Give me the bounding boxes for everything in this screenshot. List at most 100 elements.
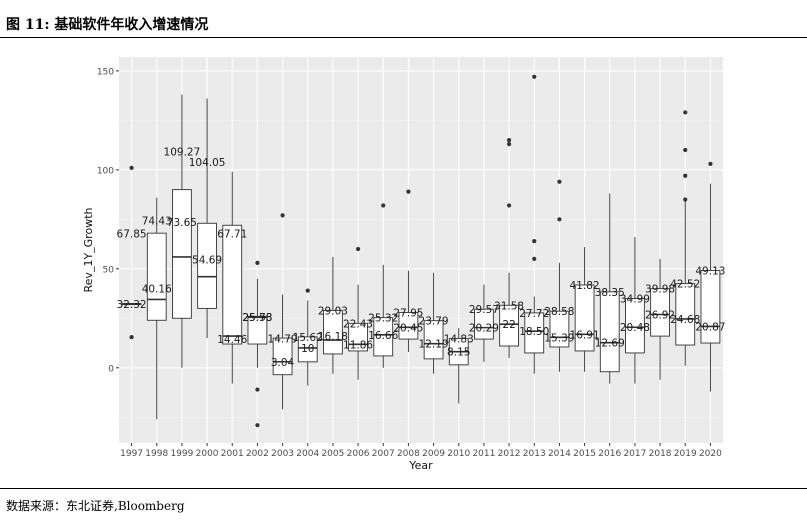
x-tick-label: 2002 — [246, 449, 269, 459]
x-tick-label: 2014 — [548, 449, 571, 459]
x-axis-label: Year — [408, 459, 433, 472]
box-2012 — [499, 138, 519, 358]
box-2013 — [524, 74, 545, 374]
data-label: 67.85 — [117, 228, 147, 240]
box-2015 — [574, 247, 595, 372]
x-tick-label: 2001 — [221, 449, 244, 459]
data-label: 12.19 — [419, 339, 449, 351]
plot-panel — [119, 57, 723, 443]
x-tick-label: 2016 — [598, 449, 621, 459]
x-tick-label: 2003 — [271, 449, 294, 459]
data-label: 27.72 — [519, 308, 549, 320]
box-2006 — [348, 246, 368, 380]
x-tick-label: 2009 — [422, 449, 445, 459]
data-label: 20.29 — [469, 323, 499, 335]
data-labels: 67.85 32.32 74.43 40.16 109.27 73.65 104.05 54.… — [117, 146, 726, 368]
x-tick-label: 2000 — [196, 449, 219, 459]
data-label: 14.46 — [217, 334, 247, 346]
x-axis: 1997 1998 1999 2000 2001 2002 2003 2004 2005 2006… — [120, 443, 722, 459]
data-label: 20.45 — [393, 322, 423, 334]
data-label: 14.79 — [268, 334, 298, 346]
data-label: 39.98 — [645, 284, 675, 296]
box-2014 — [549, 179, 570, 372]
data-label: 32.32 — [117, 299, 147, 311]
box-2000 — [197, 98, 217, 339]
x-tick-label: 2010 — [447, 449, 470, 459]
box-2017 — [625, 237, 645, 384]
x-tick-label: 2013 — [523, 449, 546, 459]
data-label: 16.66 — [368, 330, 398, 342]
data-label: 10 — [301, 343, 314, 355]
x-tick-label: 2018 — [649, 449, 672, 459]
box-2018 — [650, 258, 670, 380]
box-iqr — [599, 291, 620, 373]
y-tick-label: 50 — [103, 265, 115, 275]
box-iqr — [398, 312, 419, 340]
data-label: 42.52 — [670, 279, 700, 291]
outlier-point — [381, 203, 386, 208]
box-1998 — [146, 197, 167, 420]
box-2005 — [323, 256, 343, 374]
box-iqr — [247, 315, 268, 345]
outlier-point — [557, 179, 562, 184]
box-1999 — [172, 94, 192, 368]
data-label: 38.35 — [595, 287, 625, 299]
box-iqr — [423, 320, 444, 360]
data-label: 25.32 — [368, 313, 398, 325]
box-iqr — [650, 288, 670, 337]
data-label: 25.58 — [242, 312, 272, 324]
box-series — [121, 74, 721, 428]
y-tick-label: 0 — [108, 364, 114, 374]
data-label: 22.43 — [343, 318, 373, 330]
box-iqr — [172, 189, 192, 319]
data-label: 20.48 — [620, 322, 650, 334]
box-2004 — [297, 288, 318, 386]
outlier-point — [683, 147, 688, 153]
y-tick-label: 100 — [97, 166, 114, 176]
data-label: 104.05 — [189, 157, 226, 169]
box-iqr — [323, 309, 343, 355]
data-label: 20.87 — [695, 321, 725, 333]
data-label: 49.13 — [695, 266, 725, 278]
data-label: 28.58 — [544, 306, 574, 318]
data-label: 23.79 — [419, 316, 449, 328]
data-label: 15.62 — [293, 332, 323, 344]
outlier-point — [255, 387, 260, 392]
outlier-point — [255, 260, 260, 265]
x-tick-label: 2017 — [623, 449, 646, 459]
outlier-point — [532, 238, 537, 244]
x-tick-label: 2011 — [472, 449, 495, 459]
bottom-rule — [0, 488, 807, 489]
data-label: 73.65 — [167, 217, 197, 229]
outlier-point — [532, 256, 537, 262]
box-2008 — [398, 189, 419, 352]
outlier-point — [255, 423, 260, 428]
outlier-point — [406, 189, 411, 194]
data-label: 11.86 — [343, 339, 373, 351]
outlier-point — [280, 213, 285, 218]
y-axis: 0 50 100 150 — [97, 67, 119, 374]
source-note: 数据来源：东北证券,Bloomberg — [6, 499, 185, 513]
outlier-point — [506, 141, 512, 147]
box-iqr — [675, 283, 696, 346]
x-tick-label: 2015 — [573, 449, 596, 459]
outlier-point — [506, 203, 512, 208]
box-2011 — [474, 284, 494, 362]
outlier-point — [708, 161, 713, 166]
box-2002 — [247, 260, 268, 428]
box-1997 — [121, 165, 142, 340]
box-2007 — [373, 203, 394, 368]
box-2019 — [675, 110, 696, 366]
data-label: 67.71 — [217, 229, 247, 241]
outlier-point — [683, 173, 688, 178]
data-label: 34.99 — [620, 294, 650, 306]
data-label: 74.43 — [142, 215, 172, 227]
box-iqr — [197, 222, 217, 309]
data-label: 109.27 — [164, 146, 201, 158]
x-tick-label: 2005 — [321, 449, 344, 459]
data-label: 29.03 — [318, 305, 348, 317]
data-label: 54.69 — [192, 255, 222, 267]
box-2003 — [272, 213, 293, 410]
x-tick-label: 2012 — [498, 449, 521, 459]
